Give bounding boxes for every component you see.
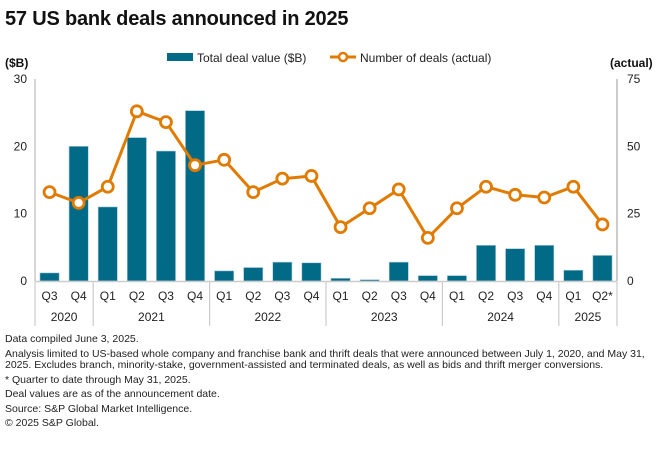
line-marker [362,201,377,216]
legend-bar-label: Total deal value ($B) [197,51,306,65]
x-tick-label: Q1 [333,289,349,303]
year-group-label: 2024 [487,310,514,324]
line-marker [188,158,202,173]
line-marker [246,185,261,200]
line-marker [129,104,144,119]
note-analysis: Analysis limited to US-based whole compa… [5,347,645,371]
bar [417,275,438,282]
right-tick-label: 25 [627,207,641,221]
x-tick-label: Q2 [478,289,494,303]
x-tick-label: Q2 [129,289,145,303]
bar [214,270,235,282]
bar [388,261,409,282]
x-tick-label: Q4 [187,289,203,303]
left-axis-unit: ($B) [5,56,28,70]
year-group-label: 2023 [371,310,398,324]
line-marker [566,179,581,194]
x-axis-labels: Q3 Q4 Q1 Q2 Q3 Q4 Q1 Q2 Q3 Q4 Q1 Q2 Q3 Q4 Q1 Q2 Q3 Q4 Q1 Q2… [42,289,614,303]
bar [476,245,496,282]
bar [447,275,467,282]
bar [592,255,613,282]
left-axis-ticks: 0 10 20 30 [14,72,28,288]
chart-title: 57 US bank deals announced in 2025 [5,8,349,30]
bar [301,262,322,282]
x-tick-label: Q4 [536,289,552,303]
legend-line-marker [337,51,349,63]
line-marker [420,231,435,245]
left-tick-label: 10 [14,207,28,221]
line-marker [217,152,232,167]
x-axis-year-groups: 2020 2021 2022 2023 2024 2025 [34,282,618,326]
bar [126,137,147,282]
x-tick-label: Q1 [100,289,116,303]
line-marker [159,115,173,129]
line-marker [42,185,57,200]
note-source: Source: S&P Global Market Intelligence. [5,402,193,415]
note-quarter-to-date: * Quarter to date through May 31, 2025. [5,373,191,386]
right-tick-label: 75 [627,72,641,86]
x-tick-label: Q4 [303,289,319,303]
legend: Total deal value ($B) Number of deals (a… [167,51,491,65]
bar [272,261,293,282]
bar [39,272,60,282]
right-tick-label: 50 [627,139,641,153]
line-marker [304,169,319,183]
line-marker [391,182,406,197]
year-group-label: 2022 [254,310,281,324]
x-tick-label: Q4 [420,289,436,303]
x-tick-label: Q3 [507,289,523,303]
chart: Total deal value ($B) Number of deals (a… [5,51,653,326]
legend-bar-swatch [167,53,193,61]
line-marker [479,179,493,194]
line-marker [508,187,523,202]
line-marker [595,217,610,232]
bar [97,206,118,282]
line-marker [450,201,464,216]
line-marker [71,195,86,210]
year-group-label: 2020 [51,310,78,324]
note-compiled: Data compiled June 3, 2025. [5,333,139,345]
year-group-label: 2021 [138,310,165,324]
line-marker [537,190,552,205]
bar [68,146,89,282]
right-axis-unit: (actual) [610,56,653,70]
x-tick-label: Q1 [449,289,465,303]
left-tick-label: 30 [14,72,28,86]
right-tick-label: 0 [627,274,634,288]
right-axis-ticks: 0 25 50 75 [627,72,641,288]
bar [534,245,555,282]
bar [330,278,351,282]
note-copyright: © 2025 S&P Global. [5,417,99,429]
bar [243,267,264,282]
bar [185,110,205,282]
bar [563,269,584,282]
x-tick-label: Q4 [71,289,87,303]
x-tick-label: Q3 [274,289,290,303]
year-group-label: 2025 [575,310,602,324]
legend-line-label: Number of deals (actual) [360,51,491,65]
x-tick-label: Q1 [565,289,581,303]
left-tick-label: 0 [20,274,27,288]
line-markers [42,104,610,245]
bar [156,150,176,282]
x-tick-label: Q1 [216,289,232,303]
x-tick-label: Q2* [592,289,613,303]
bar [505,248,526,282]
x-tick-label: Q3 [391,289,407,303]
left-tick-label: 20 [14,139,28,153]
line-marker [333,220,348,235]
line-marker [100,179,115,194]
line-marker [275,171,290,186]
x-tick-label: Q2 [362,289,378,303]
x-tick-label: Q3 [42,289,58,303]
footnotes: Data compiled June 3, 2025. Analysis lim… [5,333,655,433]
x-tick-label: Q3 [158,289,174,303]
note-deal-values: Deal values are as of the announcement d… [5,388,220,400]
x-tick-label: Q2 [245,289,261,303]
